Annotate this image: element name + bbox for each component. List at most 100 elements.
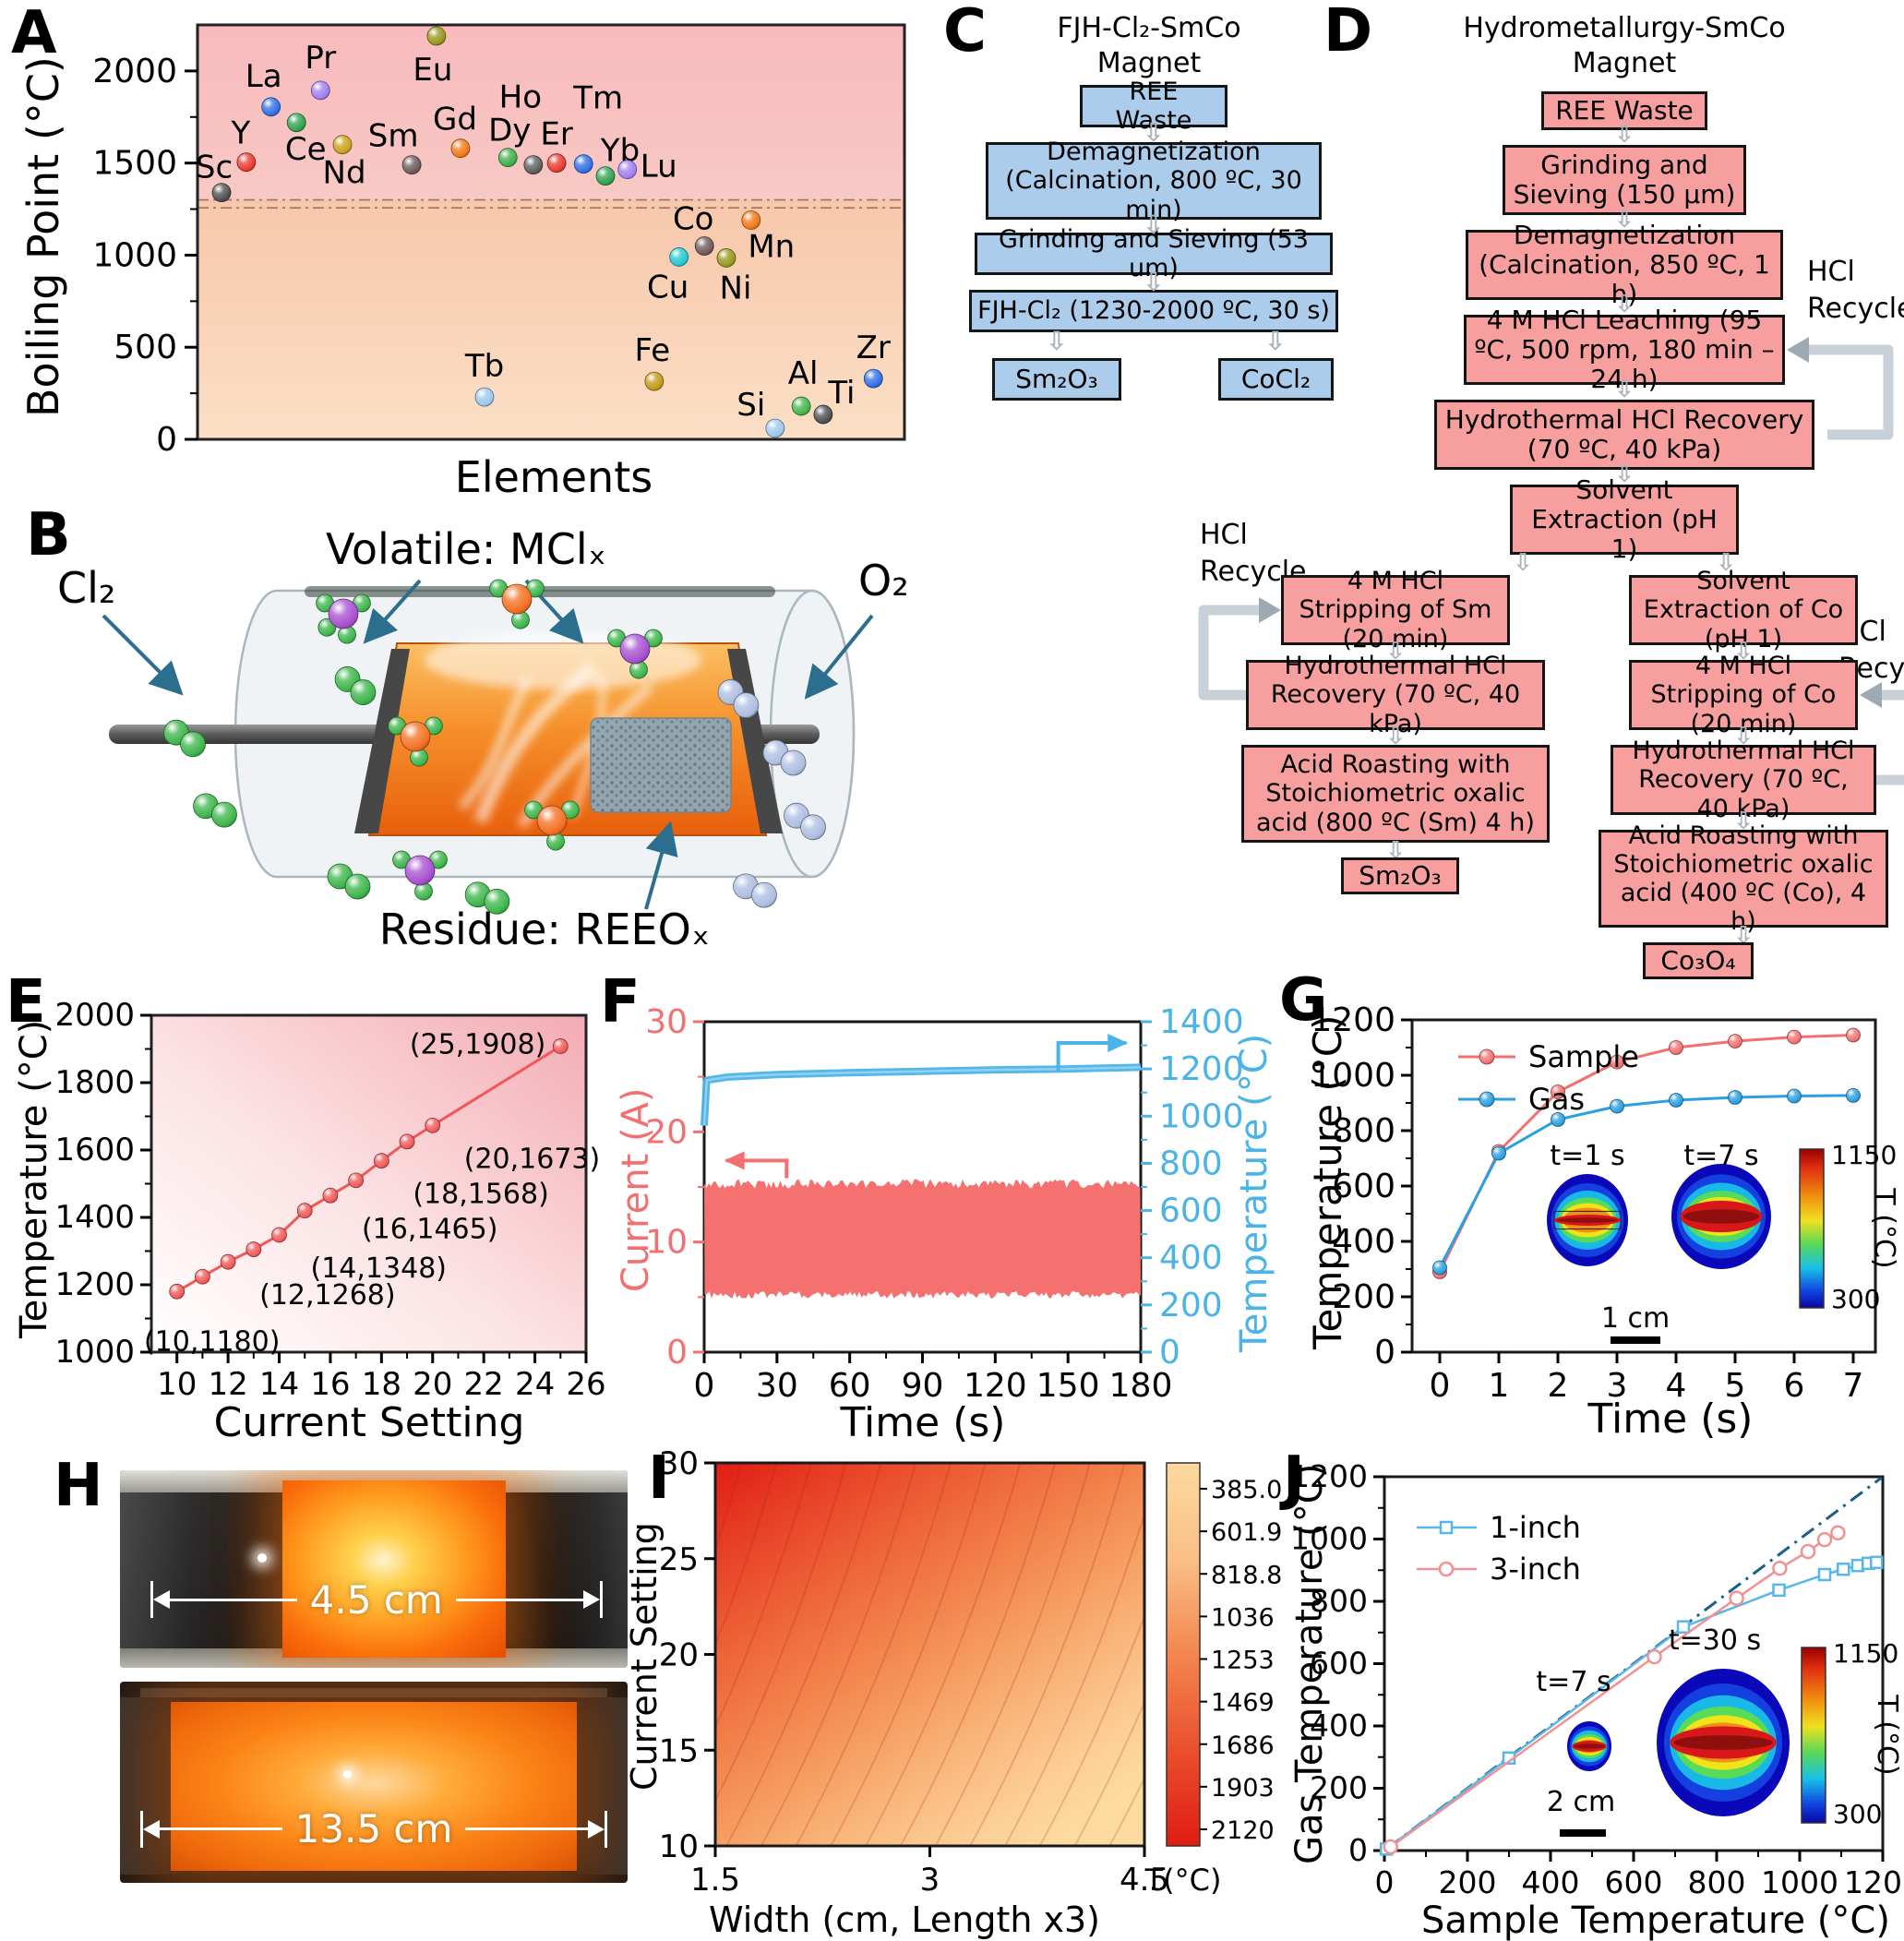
panel-b-letter: B (26, 501, 71, 569)
contour-line (1108, 1776, 1144, 1846)
j-y-tick-label: 600 (1310, 1646, 1368, 1682)
g-x-tick-label: 4 (1666, 1367, 1687, 1405)
reflection-sparkle (257, 1552, 267, 1563)
i-y-tick-label: 10 (659, 1828, 699, 1865)
measure-tick-left (150, 1581, 153, 1619)
sample-outline (1553, 1210, 1622, 1230)
contour-line (715, 1463, 743, 1552)
temperature-line-core (702, 1066, 1142, 1126)
j-y-tick-label: 200 (1310, 1770, 1368, 1806)
f-right-tick-label: 0 (1159, 1334, 1180, 1372)
element-point-Y (236, 152, 257, 173)
thermal-core-dark (1556, 1217, 1619, 1223)
g-x-axis-title: Time (s) (1587, 1396, 1754, 1443)
colorbar-title: T (°C) (1871, 1694, 1903, 1775)
i-colorbar-tick-label: 1903 (1211, 1774, 1275, 1803)
flow-arrow-down-icon (1143, 212, 1164, 238)
mclx-metal-atom (501, 583, 533, 615)
element-label-Ti: Ti (827, 375, 855, 412)
element-label-Nd: Nd (323, 155, 366, 192)
measure-arrowhead-left (143, 1819, 160, 1839)
element-label-Ni: Ni (720, 270, 752, 306)
panel-i-letter: I (648, 1444, 670, 1513)
element-label-Al: Al (788, 355, 819, 392)
panel-c-letter: C (943, 0, 987, 66)
gas-point (1728, 1090, 1742, 1105)
e-point-18 (373, 1153, 389, 1169)
element-label-Mn: Mn (748, 229, 795, 266)
gas-molecule-atom (211, 801, 237, 828)
panel-c-title: FJH-Cl₂-SmCo Magnet (997, 11, 1301, 80)
3-inch-point (1800, 1543, 1816, 1560)
contour-line (715, 1463, 812, 1731)
a-y-tick-label: 500 (114, 329, 177, 366)
thermal-core-dark (1673, 1735, 1773, 1750)
graphite-block-left (120, 1492, 308, 1648)
d-step-2: Grinding and Sieving (150 μm) (1503, 145, 1746, 215)
g-x-tick-label: 7 (1843, 1367, 1864, 1405)
hcl-recycle-label-r1: Recycle (1807, 293, 1904, 325)
element-label-Fe: Fe (635, 332, 671, 369)
flow-arrow-down-icon (1046, 329, 1067, 354)
e-x-tick-label: 26 (566, 1366, 605, 1403)
panel-c-flowchart: FJH-Cl₂-SmCo Magnet REE Waste Demagnetiza… (941, 4, 1338, 502)
i-x-axis-title: Width (cm, Length x3) (708, 1899, 1100, 1940)
i-colorbar-tick-label: 385.0 (1211, 1476, 1282, 1504)
1-inch-point (1817, 1567, 1832, 1582)
f-right-tick-label: 1200 (1159, 1050, 1244, 1088)
colorbar-min-label: 300 (1833, 1799, 1882, 1829)
contour-line (934, 1463, 1091, 1846)
inset-colorbar (1799, 1148, 1825, 1309)
g-x-tick-label: 5 (1725, 1367, 1746, 1405)
i-x-tick-label: 4.5 (1120, 1862, 1169, 1899)
hcl-recycle-label-r2: HCl (1200, 519, 1248, 551)
measurement-label: 4.5 cm (309, 1576, 443, 1623)
gas-molecule-atom (733, 692, 760, 718)
element-label-Ho: Ho (499, 79, 542, 116)
g-x-tick-label: 2 (1548, 1367, 1569, 1405)
j-y-tick-label: 1000 (1290, 1521, 1368, 1557)
recycle-loop-co-arrowhead (1860, 682, 1882, 708)
a-x-axis-title: Elements (454, 452, 653, 502)
measure-line-right (465, 1827, 588, 1831)
i-colorbar-title: T(°C) (1144, 1863, 1222, 1898)
colorbar-max-label: 1150 (1833, 1638, 1898, 1669)
measure-arrowhead-right (582, 1590, 600, 1610)
rod-shadow (140, 1687, 607, 1698)
e-point-12 (220, 1253, 236, 1270)
i-colorbar-tick-label: 1253 (1211, 1647, 1275, 1675)
g-x-tick-label: 3 (1607, 1367, 1628, 1405)
contour-line (715, 1463, 847, 1803)
e-x-tick-label: 16 (310, 1366, 350, 1403)
flow-arrow-down-icon (1733, 725, 1754, 749)
panel-d-letter: D (1323, 0, 1373, 66)
gas-point (1491, 1145, 1506, 1161)
reflection-sparkle (343, 1769, 352, 1779)
glowing-sample-large (171, 1701, 577, 1871)
1-inch-point (1837, 1562, 1850, 1576)
element-label-Gd: Gd (433, 102, 477, 138)
f-right-tick-label: 1000 (1159, 1097, 1244, 1135)
sample-point (1728, 1034, 1742, 1048)
f-x-tick-label: 60 (829, 1367, 871, 1405)
element-point-Eu (426, 26, 447, 46)
d-output-sm2o3: Sm₂O₃ (1341, 857, 1459, 894)
flow-arrow-down-icon (1614, 208, 1635, 232)
gas-molecule-atom (751, 881, 777, 908)
legend-marker (1439, 1520, 1454, 1535)
flow-arrow-down-icon (1733, 640, 1754, 664)
contour-line (715, 1463, 778, 1647)
gas-molecule-atom (780, 749, 807, 776)
panel-e-temperature-vs-current-chart: 10 12 14 16 18 20 22 24 26 1000 1200 1400 1600 1800 20… (54, 997, 605, 1403)
i-colorbar-tick-label: 1036 (1211, 1603, 1275, 1632)
element-label-Zr: Zr (856, 329, 891, 366)
a-y-tick-label: 0 (156, 421, 177, 459)
1-inch-point (1772, 1583, 1786, 1598)
a-y-tick-label: 1500 (92, 145, 177, 183)
contour-line (969, 1463, 1126, 1846)
current-noise-band (704, 1179, 1141, 1299)
sample-point (1551, 1084, 1565, 1099)
e-point-15 (296, 1203, 313, 1219)
colorbar-min-label: 300 (1831, 1284, 1880, 1314)
